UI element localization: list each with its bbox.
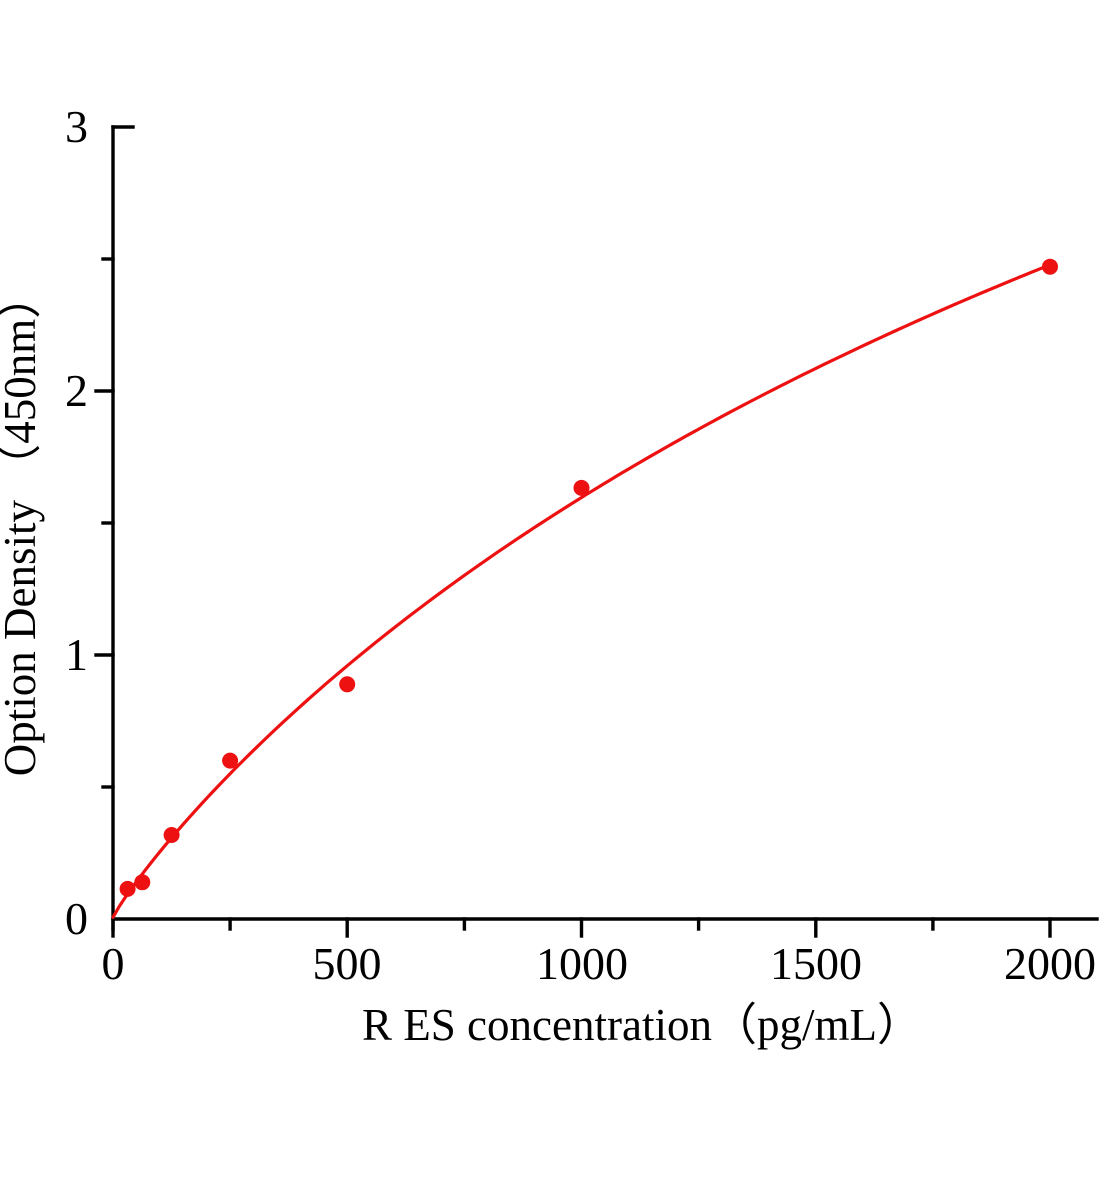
svg-text:1500: 1500 [770, 938, 862, 989]
svg-text:2: 2 [65, 365, 88, 416]
svg-text:Option Density （450nm）: Option Density （450nm） [0, 274, 45, 777]
svg-text:500: 500 [313, 938, 382, 989]
svg-text:1: 1 [65, 629, 88, 680]
svg-text:1000: 1000 [536, 938, 628, 989]
svg-text:0: 0 [65, 893, 88, 944]
svg-text:2000: 2000 [1004, 938, 1096, 989]
svg-text:3: 3 [65, 101, 88, 152]
svg-text:0: 0 [102, 938, 125, 989]
svg-text:R ES concentration（pg/mL）: R ES concentration（pg/mL） [362, 1000, 922, 1050]
